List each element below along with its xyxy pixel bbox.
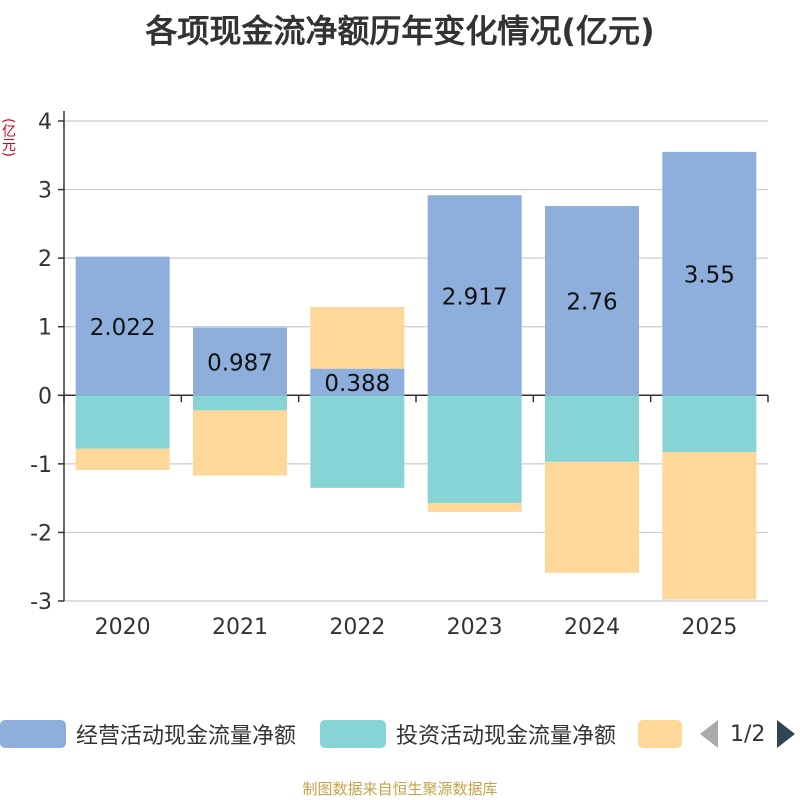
bar-operating-2023 bbox=[427, 195, 522, 396]
y-tick-label: -3 bbox=[30, 590, 52, 615]
legend-next-page-icon[interactable] bbox=[777, 720, 796, 748]
bar-operating-2020 bbox=[75, 256, 170, 396]
x-tick-label: 2024 bbox=[564, 615, 620, 640]
bar-investing-2021 bbox=[193, 395, 287, 411]
y-tick-label: -2 bbox=[30, 521, 52, 546]
x-tick-label: 2025 bbox=[681, 615, 737, 640]
bar-operating-2021 bbox=[193, 327, 287, 396]
bar-operating-2025 bbox=[662, 151, 757, 396]
y-tick-label: 2 bbox=[38, 247, 52, 272]
bar-investing-2024 bbox=[545, 395, 639, 462]
legend-prev-page-icon[interactable] bbox=[700, 720, 718, 748]
y-tick-label: -1 bbox=[30, 453, 52, 478]
bar-financing-2024 bbox=[545, 461, 639, 573]
x-tick-label: 2022 bbox=[329, 615, 385, 640]
data-label: 3.55 bbox=[684, 263, 735, 289]
legend-label-operating: 经营活动现金流量净额 bbox=[76, 724, 297, 749]
y-tick-label: 4 bbox=[38, 110, 52, 135]
bar-investing-2022 bbox=[310, 395, 405, 488]
legend: 经营活动现金流量净额 投资活动现金流量净额 1/2 bbox=[0, 714, 800, 758]
y-tick-label: 0 bbox=[38, 384, 52, 409]
legend-page-indicator: 1/2 bbox=[730, 721, 766, 747]
bar-investing-2023 bbox=[427, 395, 522, 503]
data-label: 0.388 bbox=[324, 371, 390, 397]
bar-investing-2025 bbox=[662, 395, 757, 453]
legend-swatch-financing bbox=[638, 720, 682, 748]
data-label: 2.76 bbox=[566, 290, 617, 316]
x-tick-label: 2023 bbox=[447, 615, 503, 640]
y-tick-label: 1 bbox=[38, 316, 52, 341]
bar-financing-2020 bbox=[75, 448, 170, 471]
legend-swatch-investing bbox=[320, 720, 386, 748]
legend-swatch-operating bbox=[0, 720, 66, 748]
legend-item-financing[interactable] bbox=[638, 714, 682, 754]
bar-financing-2022 bbox=[310, 306, 405, 369]
data-label: 2.022 bbox=[90, 315, 156, 341]
bar-financing-2023 bbox=[427, 502, 522, 512]
y-tick-label: 3 bbox=[38, 179, 52, 204]
data-label: 0.987 bbox=[207, 350, 273, 376]
x-tick-label: 2020 bbox=[95, 615, 151, 640]
data-label: 2.917 bbox=[442, 284, 508, 310]
y-axis-unit-label: (亿元) bbox=[0, 118, 16, 157]
chart-title: 各项现金流净额历年变化情况(亿元) bbox=[145, 12, 655, 50]
data-source-note: 制图数据来自恒生聚源数据库 bbox=[302, 780, 498, 798]
bar-financing-2025 bbox=[662, 452, 757, 600]
bar-operating-2022 bbox=[310, 368, 405, 396]
bar-chart: 4 3 2 1 0 -1 -2 -3 2.022 2020 0.987 2021 0.388 2022 2.… bbox=[30, 110, 769, 640]
bar-investing-2020 bbox=[75, 395, 170, 449]
x-tick-label: 2021 bbox=[212, 615, 268, 640]
legend-label-investing: 投资活动现金流量净额 bbox=[396, 724, 617, 749]
legend-pager: 1/2 bbox=[700, 714, 796, 754]
legend-item-investing[interactable]: 投资活动现金流量净额 bbox=[320, 714, 616, 754]
legend-item-operating[interactable]: 经营活动现金流量净额 bbox=[0, 714, 296, 754]
bar-financing-2021 bbox=[193, 410, 287, 476]
bar-operating-2024 bbox=[545, 206, 639, 396]
